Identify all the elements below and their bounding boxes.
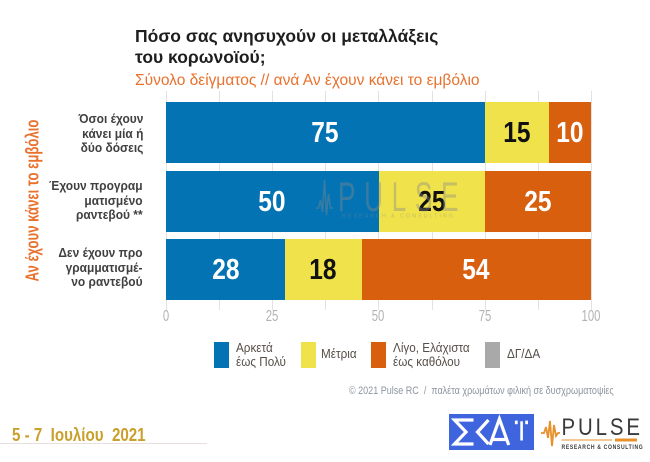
svg-text:PULSE: PULSE [338,175,467,220]
svg-text:PULSE: PULSE [562,413,643,440]
svg-text:RESEARCH & CONSULTING: RESEARCH & CONSULTING [342,214,455,220]
svg-text:RESEARCH & CONSULTING: RESEARCH & CONSULTING [562,445,644,452]
